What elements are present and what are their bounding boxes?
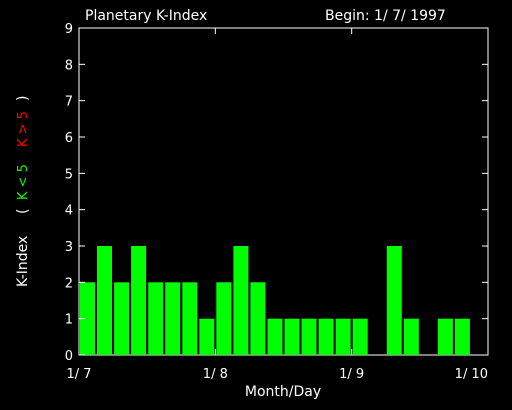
y-axis-label-group: K-Index ( K < 5 K > 5 ) xyxy=(15,96,31,287)
x-axis: 1/ 7 1/ 8 1/ 9 1/ 10 xyxy=(66,28,489,382)
bar xyxy=(182,282,198,355)
y-tick-label: 4 xyxy=(65,204,73,219)
bar xyxy=(318,318,334,355)
bar xyxy=(97,246,112,355)
bar xyxy=(165,282,181,355)
bar xyxy=(80,282,95,355)
legend-high-label: K > 5 xyxy=(16,111,31,147)
y-tick-label: 6 xyxy=(65,131,73,146)
legend-paren-open: ( xyxy=(15,209,31,214)
legend-low-label: K < 5 xyxy=(16,164,31,200)
bar xyxy=(114,282,130,355)
y-axis-label: K-Index xyxy=(15,236,31,287)
y-axis: 0 1 2 3 4 5 6 7 8 9 xyxy=(65,22,488,364)
x-tick-label: 1/ 7 xyxy=(66,367,91,382)
bar xyxy=(131,246,147,355)
y-tick-label: 7 xyxy=(65,95,73,110)
bar-series xyxy=(80,246,470,355)
bar xyxy=(199,318,215,355)
bar xyxy=(267,318,283,355)
bar xyxy=(386,246,402,355)
x-tick-label: 1/ 8 xyxy=(203,367,228,382)
y-tick-label: 3 xyxy=(65,240,73,255)
chart-title: Planetary K-Index xyxy=(85,8,207,24)
x-tick-label: 1/ 10 xyxy=(455,367,488,382)
begin-date-label: Begin: 1/ 7/ 1997 xyxy=(325,8,446,24)
bar xyxy=(352,318,368,355)
bar xyxy=(216,282,232,355)
bar xyxy=(437,318,453,355)
y-tick-label: 5 xyxy=(65,167,73,182)
x-axis-label: Month/Day xyxy=(245,384,321,400)
bar xyxy=(454,318,470,355)
x-tick-label: 1/ 9 xyxy=(339,367,364,382)
bar xyxy=(403,318,419,355)
bar xyxy=(250,282,266,355)
y-tick-label: 8 xyxy=(65,58,73,73)
plot-frame xyxy=(78,27,489,356)
bar xyxy=(284,318,300,355)
y-tick-label: 9 xyxy=(65,22,73,37)
bar xyxy=(233,246,249,355)
y-tick-label: 2 xyxy=(65,276,73,291)
bar xyxy=(335,318,351,355)
legend-paren-close: ) xyxy=(15,96,31,101)
bar xyxy=(301,318,317,355)
bar xyxy=(148,282,164,355)
y-tick-label: 1 xyxy=(65,313,73,328)
y-tick-label: 0 xyxy=(65,349,73,364)
plot-area xyxy=(78,27,489,356)
